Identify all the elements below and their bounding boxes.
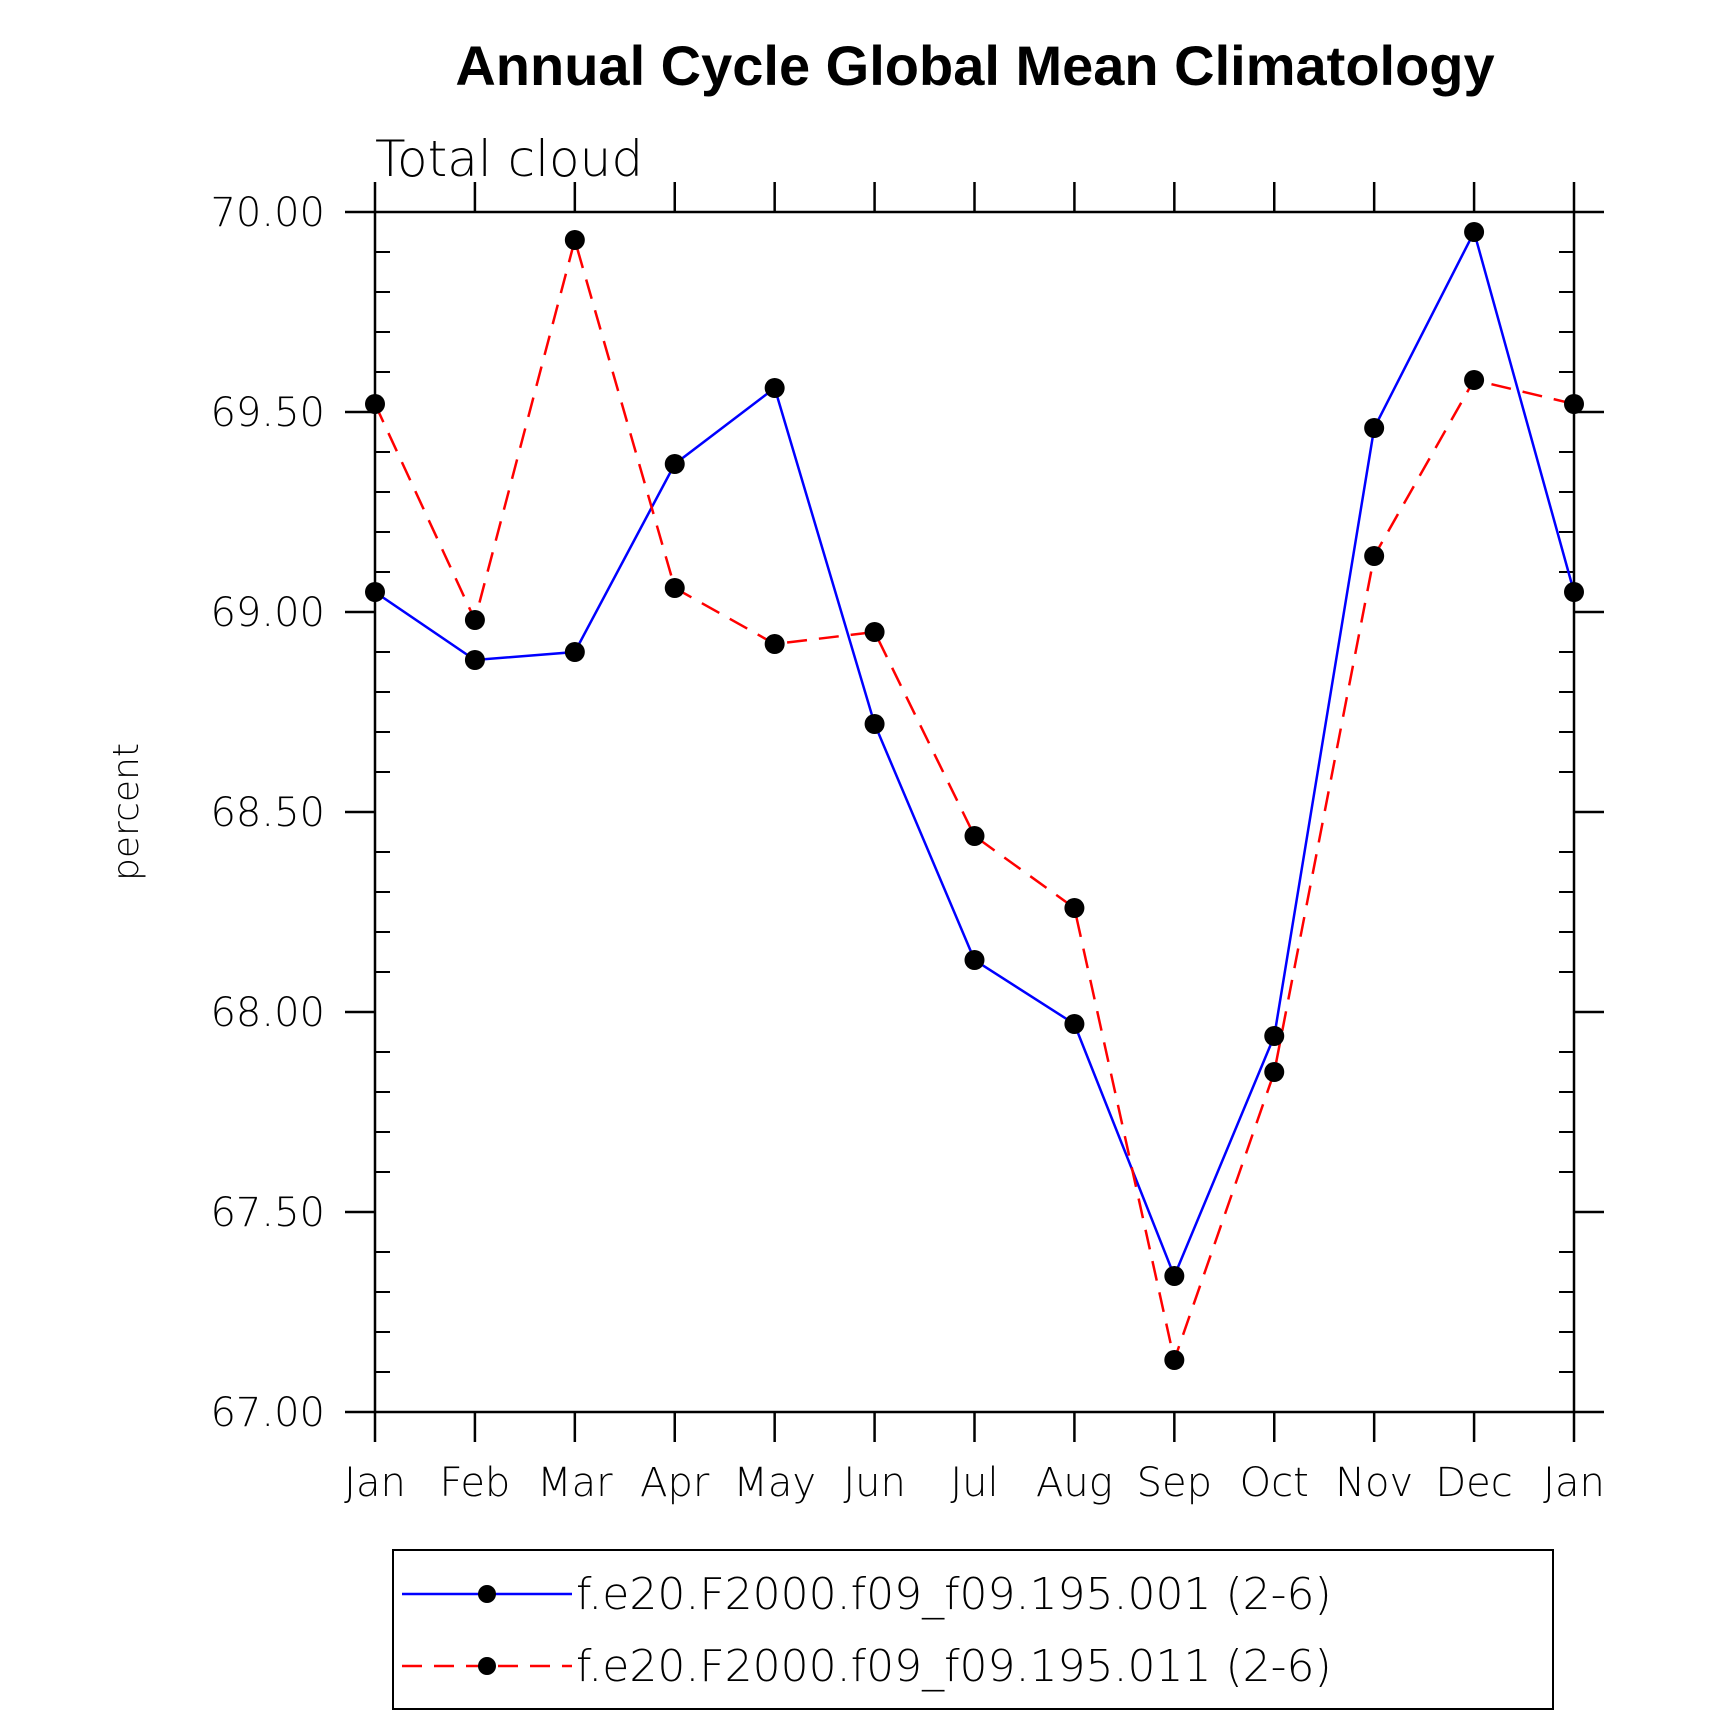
data-point-series-1	[1064, 1014, 1085, 1034]
legend-marker-series-2	[478, 1657, 496, 1675]
data-point-series-1	[664, 454, 685, 474]
data-point-series-1	[464, 650, 485, 670]
chart-title: Annual Cycle Global Mean Climatology	[455, 34, 1494, 97]
data-point-series-2	[365, 394, 385, 414]
x-tick-label: May	[733, 1460, 816, 1506]
data-point-series-1	[1264, 1026, 1285, 1046]
data-point-series-1	[764, 378, 785, 398]
x-tick-label: Oct	[1240, 1460, 1309, 1506]
data-point-series-2	[864, 622, 885, 642]
data-point-series-2	[1064, 898, 1085, 918]
data-point-series-2	[1264, 1062, 1285, 1082]
data-point-series-1	[864, 714, 885, 734]
legend-box	[392, 1549, 1554, 1710]
legend-label-series-2: f.e20.F2000.f09_f09.195.011 (2-6)	[576, 1641, 1332, 1692]
data-point-series-2	[664, 578, 685, 598]
data-point-series-2	[464, 610, 485, 630]
data-point-series-2	[964, 826, 985, 846]
x-tick-label: Jun	[843, 1460, 906, 1506]
x-tick-label: Dec	[1435, 1460, 1512, 1506]
data-point-series-1	[1564, 582, 1584, 602]
y-tick-label: 69.50	[210, 390, 325, 436]
y-axis-label: percent	[106, 743, 147, 881]
x-tick-label: Jan	[1543, 1460, 1605, 1506]
data-point-series-1	[1464, 222, 1485, 242]
chart-subtitle: Total cloud	[375, 130, 643, 188]
data-point-series-2	[764, 634, 785, 654]
y-tick-label: 69.00	[210, 590, 325, 636]
series-layer	[365, 222, 1584, 1370]
data-point-series-2	[1164, 1350, 1185, 1370]
x-tick-label: Feb	[440, 1460, 511, 1506]
y-tick-label: 68.50	[210, 790, 325, 836]
data-point-series-1	[1364, 418, 1385, 438]
x-tick-label: Sep	[1137, 1460, 1212, 1506]
legend-label-series-1: f.e20.F2000.f09_f09.195.001 (2-6)	[576, 1569, 1332, 1620]
data-point-series-2	[564, 230, 585, 250]
legend: f.e20.F2000.f09_f09.195.001 (2-6) f.e20.…	[392, 1549, 1554, 1710]
legend-marker-series-1	[478, 1585, 496, 1603]
y-tick-labels: 67.00 67.50 68.00 68.50 69.00 69.50 70.00	[210, 190, 325, 1436]
data-point-series-2	[1464, 370, 1485, 390]
x-tick-label: Aug	[1036, 1460, 1113, 1506]
series-line-2	[373, 235, 1575, 1365]
x-tick-label: Apr	[640, 1460, 710, 1506]
data-point-series-2	[1364, 546, 1385, 566]
data-point-series-1	[1164, 1266, 1185, 1286]
data-point-series-1	[564, 642, 585, 662]
y-tick-label: 67.00	[210, 1390, 325, 1436]
x-tick-label: Jan	[344, 1460, 406, 1506]
x-tick-label: Jul	[950, 1460, 998, 1506]
y-tick-label: 67.50	[210, 1190, 325, 1236]
axis-ticks	[345, 182, 1604, 1442]
x-tick-labels: Jan Feb Mar Apr May Jun Jul Aug Sep Oct Nov Dec Jan	[344, 1460, 1605, 1506]
x-tick-label: Mar	[537, 1460, 613, 1506]
plot-frame	[373, 210, 1576, 1414]
series-line-1	[374, 228, 1576, 1280]
y-tick-label: 68.00	[210, 990, 325, 1036]
y-tick-label: 70.00	[210, 190, 325, 236]
data-point-series-1	[365, 582, 385, 602]
data-point-series-1	[964, 950, 985, 970]
data-point-series-2	[1564, 394, 1584, 414]
x-tick-label: Nov	[1335, 1460, 1413, 1506]
